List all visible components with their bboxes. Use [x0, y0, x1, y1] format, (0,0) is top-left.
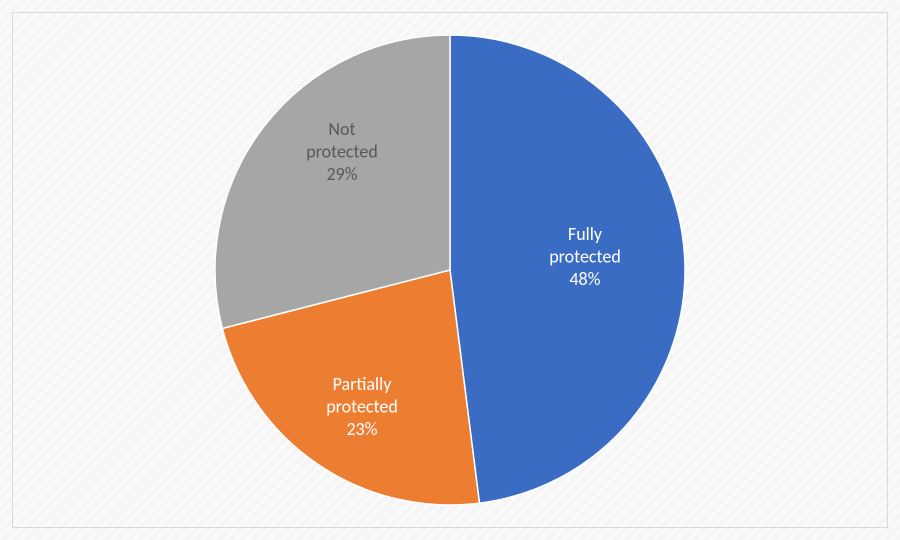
pie-chart: Fullyprotected48%Partiallyprotected23%No…: [0, 0, 900, 540]
chart-wrap: Fullyprotected48%Partiallyprotected23%No…: [0, 0, 900, 540]
chart-container: Fullyprotected48%Partiallyprotected23%No…: [0, 0, 900, 540]
pie-slice-fully: [450, 35, 685, 503]
